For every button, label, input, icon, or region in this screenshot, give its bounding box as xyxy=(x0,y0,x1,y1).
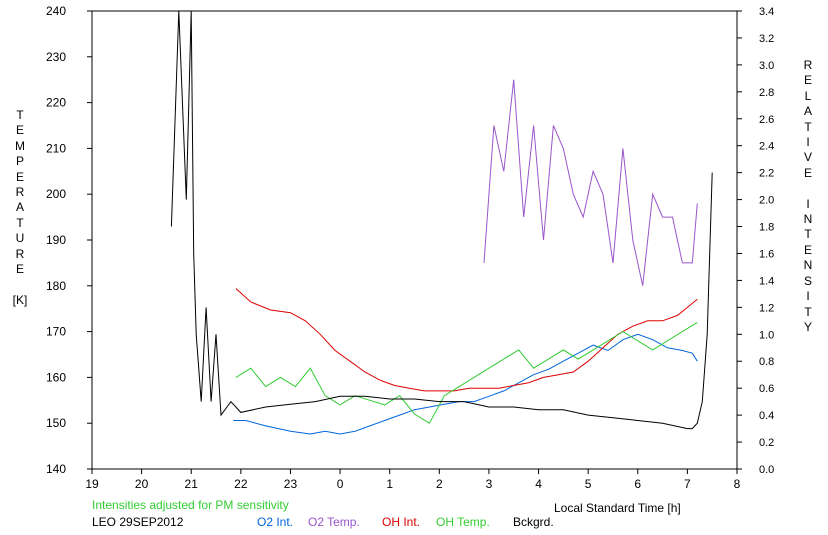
axis-label-letter: E xyxy=(15,262,24,277)
axis-label-letter: E xyxy=(803,242,812,257)
series-lines xyxy=(170,10,713,435)
axis-label-letter: T xyxy=(16,108,24,122)
series-bckgrd xyxy=(170,10,713,430)
series-o2-temp xyxy=(483,79,698,286)
axis-label-letter: N xyxy=(803,212,813,227)
axis-label-letter: I xyxy=(806,135,810,150)
right-tick-label: 0.8 xyxy=(759,356,774,368)
axis-label-letter: R xyxy=(803,58,813,72)
axis-label-letter: P xyxy=(15,154,24,169)
x-tick-label: 0 xyxy=(337,477,344,491)
right-tick-label: 2.4 xyxy=(759,141,774,153)
axis-label-letter: U xyxy=(15,231,25,246)
x-tick-label: 19 xyxy=(85,477,99,491)
left-tick-label: 200 xyxy=(46,187,66,201)
x-tick-label: 22 xyxy=(234,477,248,491)
right-tick-label: 1.8 xyxy=(759,222,774,234)
axis-label-letter: I xyxy=(806,289,810,304)
x-tick-label: 2 xyxy=(436,477,443,491)
right-tick-label: 3.2 xyxy=(759,33,774,45)
right-tick-label: 1.6 xyxy=(759,248,774,260)
right-tick-label: 2.0 xyxy=(759,195,774,207)
right-tick-label: 0.0 xyxy=(759,464,774,476)
right-tick-label: 1.4 xyxy=(759,275,774,287)
legend-item: O2 Temp. xyxy=(308,515,360,529)
axis-label-letter: E xyxy=(15,123,24,138)
plot-frame xyxy=(91,10,738,470)
series-o2-int xyxy=(233,333,698,435)
series-oh-temp xyxy=(235,321,698,424)
left-tick-label: 220 xyxy=(46,96,66,110)
legend-item: OH Temp. xyxy=(436,515,490,529)
x-tick-label: 23 xyxy=(284,477,298,491)
axis-label-letter: M xyxy=(15,138,25,153)
axis-label-letter xyxy=(798,181,818,196)
x-tick-label: 6 xyxy=(634,477,641,491)
axis-label-letter: S xyxy=(803,273,812,288)
left-tick-label: 230 xyxy=(46,50,66,64)
axis-label-letter: E xyxy=(803,73,812,88)
right-tick-label: 1.0 xyxy=(759,329,774,341)
x-tick-label: 21 xyxy=(185,477,199,491)
x-tick-label: 20 xyxy=(135,477,149,491)
axis-label-letter: R xyxy=(15,185,25,200)
legend-item: OH Int. xyxy=(382,515,421,529)
right-tick-label: 0.2 xyxy=(759,437,774,449)
axis-label-letter: E xyxy=(15,169,24,184)
axis-label-letter: L xyxy=(804,88,812,103)
x-tick-label: 7 xyxy=(684,477,691,491)
left-tick-label: 240 xyxy=(46,4,66,18)
left-tick-label: 190 xyxy=(46,233,66,247)
left-tick-label: 210 xyxy=(46,141,66,155)
right-tick-label: 3.0 xyxy=(759,60,774,72)
axis-label-letter: T xyxy=(804,119,812,134)
x-tick-label: 1 xyxy=(386,477,393,491)
right-tick-label: 0.4 xyxy=(759,410,774,422)
x-tick-label: 5 xyxy=(585,477,592,491)
axis-label-letter: T xyxy=(804,304,812,319)
series-oh-int xyxy=(235,288,698,392)
left-tick-label: 150 xyxy=(46,416,66,430)
axis-label-letter: N xyxy=(803,258,813,273)
axis-label-letter: T xyxy=(804,227,812,242)
right-tick-label: 2.2 xyxy=(759,168,774,180)
axis-label-letter: T xyxy=(16,215,24,230)
x-tick-label: 4 xyxy=(535,477,542,491)
left-tick-label: 160 xyxy=(46,370,66,384)
right-tick-label: 0.6 xyxy=(759,383,774,395)
sensitivity-note: Intensities adjusted for PM sensitivity xyxy=(92,498,289,512)
legend-item: Bckgrd. xyxy=(513,515,554,529)
axis-label-letter: E xyxy=(803,165,812,180)
right-tick-label: 2.8 xyxy=(759,87,774,99)
axis-label-letter: Y xyxy=(803,319,812,334)
axis-label-letter: A xyxy=(15,200,24,215)
axis-label-letter: R xyxy=(15,246,25,261)
axis-label-letter: V xyxy=(803,150,812,165)
left-axis: 140 150 160 170 180 190 200 210 220 230 240 xyxy=(46,4,92,476)
x-tick-label: 3 xyxy=(486,477,493,491)
right-tick-label: 2.6 xyxy=(759,114,774,126)
legend-item: O2 Int. xyxy=(257,515,294,529)
x-axis: 19 20 21 22 23 0 1 2 3 4 5 6 7 8 xyxy=(85,469,741,491)
axis-label-letter xyxy=(10,277,30,292)
station-label: LEO 29SEP2012 xyxy=(92,515,184,529)
right-axis: 0.0 0.2 0.4 0.6 0.8 1.0 1.2 1.4 1.6 1.8 2.0 2.2 2.4 2… xyxy=(737,6,774,476)
axis-label-letter: [K] xyxy=(12,292,28,307)
axis-label-letter: A xyxy=(803,104,812,119)
right-tick-label: 3.4 xyxy=(759,6,774,18)
x-axis-title: Local Standard Time [h] xyxy=(554,501,681,515)
right-tick-label: 1.2 xyxy=(759,302,774,314)
axis-label-letter: I xyxy=(806,196,810,211)
left-tick-label: 180 xyxy=(46,279,66,293)
left-tick-label: 140 xyxy=(46,462,66,476)
x-tick-label: 8 xyxy=(734,477,741,491)
left-tick-label: 170 xyxy=(46,325,66,339)
